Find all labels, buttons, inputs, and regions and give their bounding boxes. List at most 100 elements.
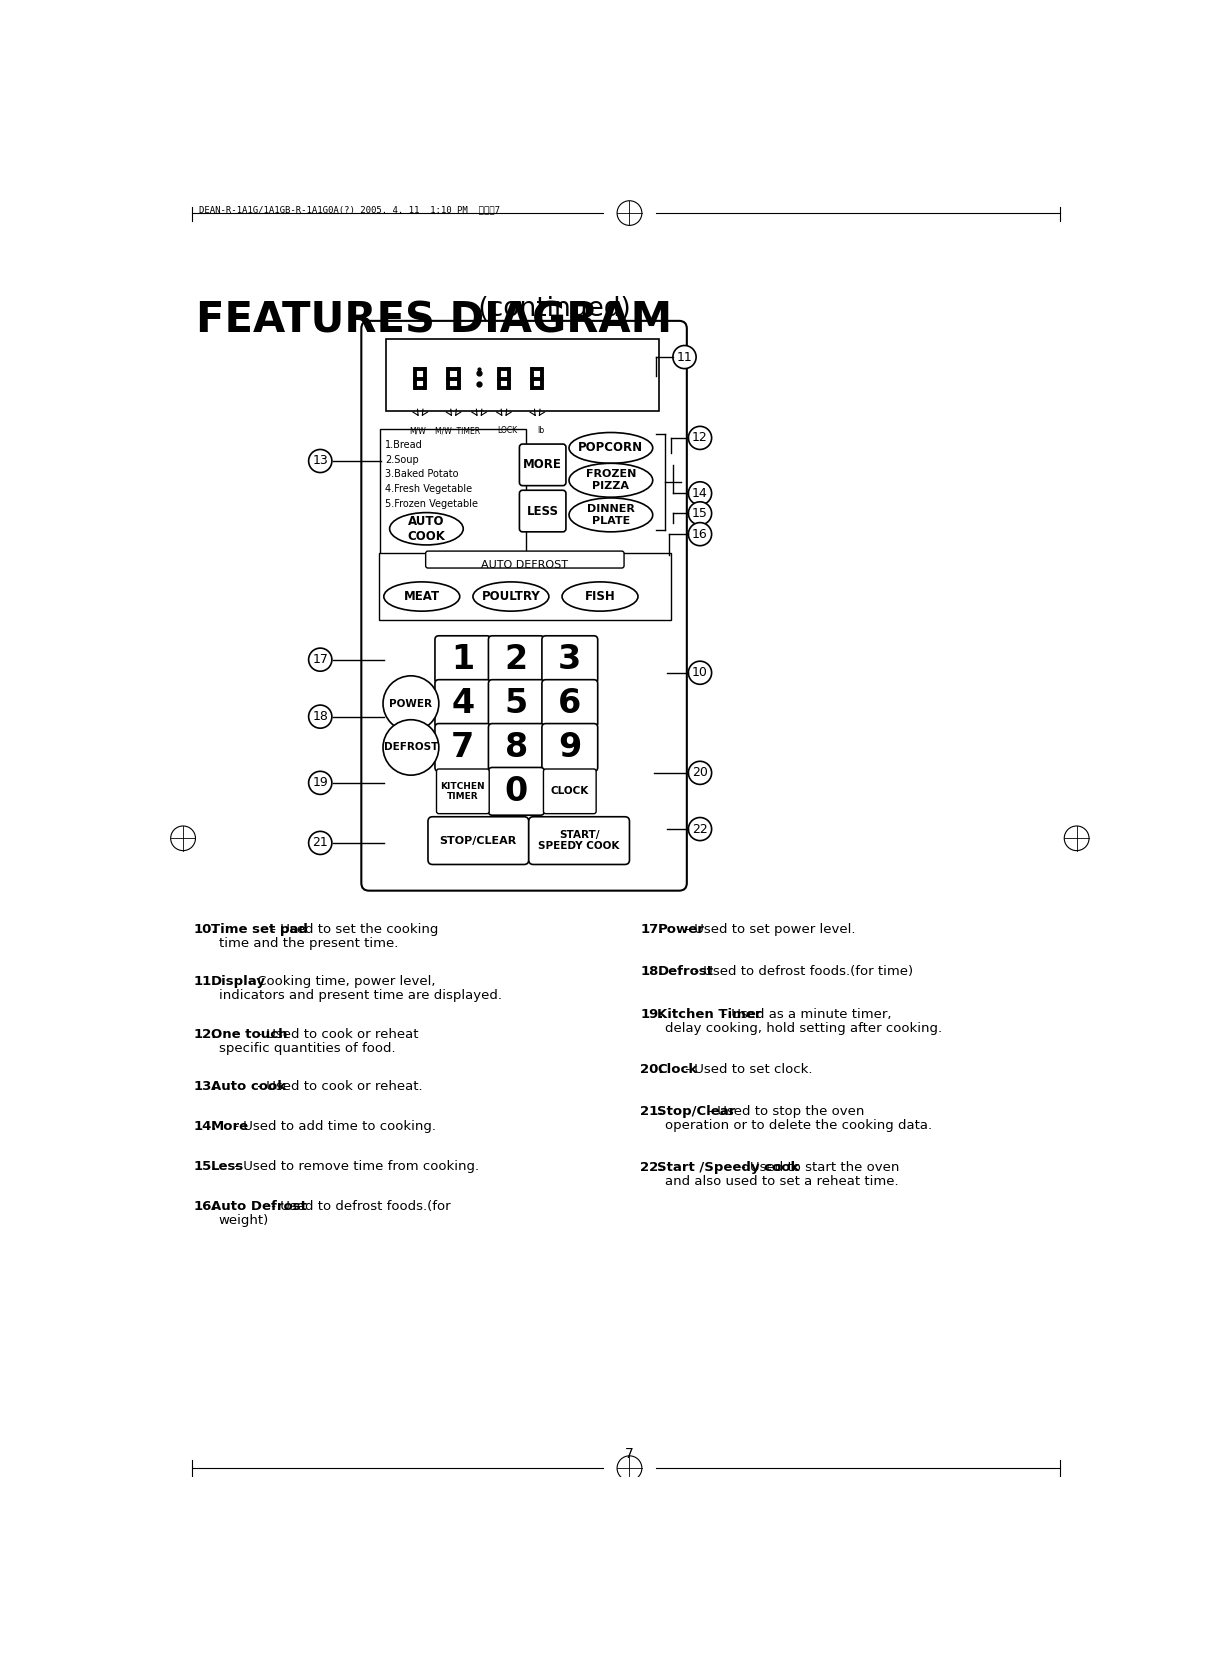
Text: Stop/Clear: Stop/Clear (658, 1106, 736, 1119)
Text: FROZEN
PIZZA: FROZEN PIZZA (586, 470, 637, 491)
Text: 19.: 19. (640, 1008, 664, 1021)
Text: LESS: LESS (527, 505, 559, 518)
FancyBboxPatch shape (488, 679, 544, 727)
Text: 18.: 18. (640, 966, 664, 978)
Text: (continued): (continued) (469, 295, 630, 322)
Text: 21.: 21. (640, 1106, 664, 1119)
Circle shape (383, 676, 439, 732)
Text: M/W  TIMER: M/W TIMER (435, 427, 481, 435)
Text: POWER: POWER (390, 699, 433, 709)
Text: 11: 11 (677, 350, 692, 364)
Text: 14.: 14. (194, 1120, 218, 1134)
Text: 3: 3 (558, 642, 581, 676)
Text: FEATURES DIAGRAM: FEATURES DIAGRAM (197, 299, 672, 342)
Text: - Used to start the oven: - Used to start the oven (741, 1160, 900, 1174)
Text: 20: 20 (692, 767, 708, 779)
Text: - Used to remove time from cooking.: - Used to remove time from cooking. (230, 1160, 479, 1174)
Text: AUTO DEFROST: AUTO DEFROST (482, 559, 568, 569)
FancyBboxPatch shape (361, 320, 687, 891)
Text: indicators and present time are displayed.: indicators and present time are displaye… (219, 989, 501, 1003)
Text: KITCHEN
TIMER: KITCHEN TIMER (440, 782, 485, 802)
Text: 0: 0 (505, 775, 528, 808)
Circle shape (688, 427, 712, 450)
FancyBboxPatch shape (488, 724, 544, 772)
Text: - Used as a minute timer,: - Used as a minute timer, (718, 1008, 891, 1021)
Text: Auto Defrost: Auto Defrost (211, 1200, 307, 1213)
Text: One touch: One touch (211, 1028, 288, 1041)
Text: - Used to cook or reheat.: - Used to cook or reheat. (253, 1081, 423, 1092)
Text: and also used to set a reheat time.: and also used to set a reheat time. (665, 1175, 898, 1189)
Text: DEAN-R-1A1G/1A1GB-R-1A1G0A(?) 2005. 4. 11  1:10 PM  페이지7: DEAN-R-1A1G/1A1GB-R-1A1G0A(?) 2005. 4. 1… (199, 206, 499, 214)
Circle shape (308, 706, 332, 729)
Text: - Used to stop the oven: - Used to stop the oven (704, 1106, 864, 1119)
Text: M/W: M/W (409, 427, 425, 435)
Text: START/
SPEEDY COOK: START/ SPEEDY COOK (538, 830, 619, 852)
Text: 22.: 22. (640, 1160, 664, 1174)
Text: Auto cook: Auto cook (211, 1081, 286, 1092)
Text: - Used to defrost foods.(for time): - Used to defrost foods.(for time) (689, 966, 913, 978)
Text: Start /Speedy cook: Start /Speedy cook (658, 1160, 800, 1174)
Text: 4.Fresh Vegetable: 4.Fresh Vegetable (386, 485, 472, 495)
FancyBboxPatch shape (386, 339, 659, 412)
Circle shape (688, 523, 712, 546)
Text: 17.: 17. (640, 923, 664, 936)
Ellipse shape (473, 583, 549, 611)
FancyBboxPatch shape (542, 724, 597, 772)
Text: LOCK: LOCK (498, 427, 517, 435)
Circle shape (688, 661, 712, 684)
Text: 6: 6 (558, 687, 581, 720)
Text: MORE: MORE (524, 458, 562, 471)
Text: More: More (211, 1120, 249, 1134)
Text: Less: Less (211, 1160, 245, 1174)
Text: 3.Baked Potato: 3.Baked Potato (386, 470, 458, 480)
FancyBboxPatch shape (488, 636, 544, 684)
FancyBboxPatch shape (528, 817, 629, 865)
Text: lb: lb (537, 427, 544, 435)
Text: 5.Frozen Vegetable: 5.Frozen Vegetable (386, 498, 478, 508)
Text: - Used to set clock.: - Used to set clock. (681, 1062, 812, 1076)
FancyBboxPatch shape (435, 679, 490, 727)
Text: CLOCK: CLOCK (551, 787, 589, 797)
Text: - Used to defrost foods.(for: - Used to defrost foods.(for (267, 1200, 450, 1213)
Text: MEAT: MEAT (403, 589, 440, 603)
FancyBboxPatch shape (435, 724, 490, 772)
Text: POPCORN: POPCORN (579, 442, 644, 455)
Circle shape (308, 772, 332, 795)
Text: 11.: 11. (194, 976, 218, 988)
FancyBboxPatch shape (520, 490, 565, 531)
Text: 1: 1 (451, 642, 474, 676)
FancyBboxPatch shape (520, 445, 565, 486)
Text: 18: 18 (312, 710, 328, 724)
Text: 16: 16 (692, 528, 708, 541)
Text: 15: 15 (692, 506, 708, 520)
Text: 12: 12 (692, 432, 708, 445)
Circle shape (688, 481, 712, 505)
Text: Defrost: Defrost (658, 966, 713, 978)
Text: 15.: 15. (194, 1160, 218, 1174)
Text: delay cooking, hold setting after cooking.: delay cooking, hold setting after cookin… (665, 1021, 943, 1034)
Text: DEFROST: DEFROST (383, 742, 438, 752)
Text: DINNER
PLATE: DINNER PLATE (587, 505, 635, 526)
Text: 21: 21 (312, 837, 328, 850)
Text: operation or to delete the cooking data.: operation or to delete the cooking data. (665, 1119, 933, 1132)
Text: 10: 10 (692, 666, 708, 679)
Text: 2: 2 (505, 642, 528, 676)
Text: 10.: 10. (194, 923, 218, 936)
Text: - Used to set power level.: - Used to set power level. (681, 923, 855, 936)
Text: 13: 13 (312, 455, 328, 468)
Text: STOP/CLEAR: STOP/CLEAR (440, 835, 517, 845)
Text: Clock: Clock (658, 1062, 698, 1076)
Text: 22: 22 (692, 823, 708, 835)
Text: 1.Bread: 1.Bread (386, 440, 423, 450)
Ellipse shape (569, 463, 653, 498)
Circle shape (383, 720, 439, 775)
FancyBboxPatch shape (436, 769, 489, 813)
Text: time and the present time.: time and the present time. (219, 936, 398, 950)
Text: 20.: 20. (640, 1062, 664, 1076)
Text: FISH: FISH (585, 589, 616, 603)
Circle shape (308, 647, 332, 671)
Text: Kitchen Timer: Kitchen Timer (658, 1008, 762, 1021)
Text: 14: 14 (692, 486, 708, 500)
Circle shape (688, 817, 712, 840)
Ellipse shape (383, 583, 460, 611)
